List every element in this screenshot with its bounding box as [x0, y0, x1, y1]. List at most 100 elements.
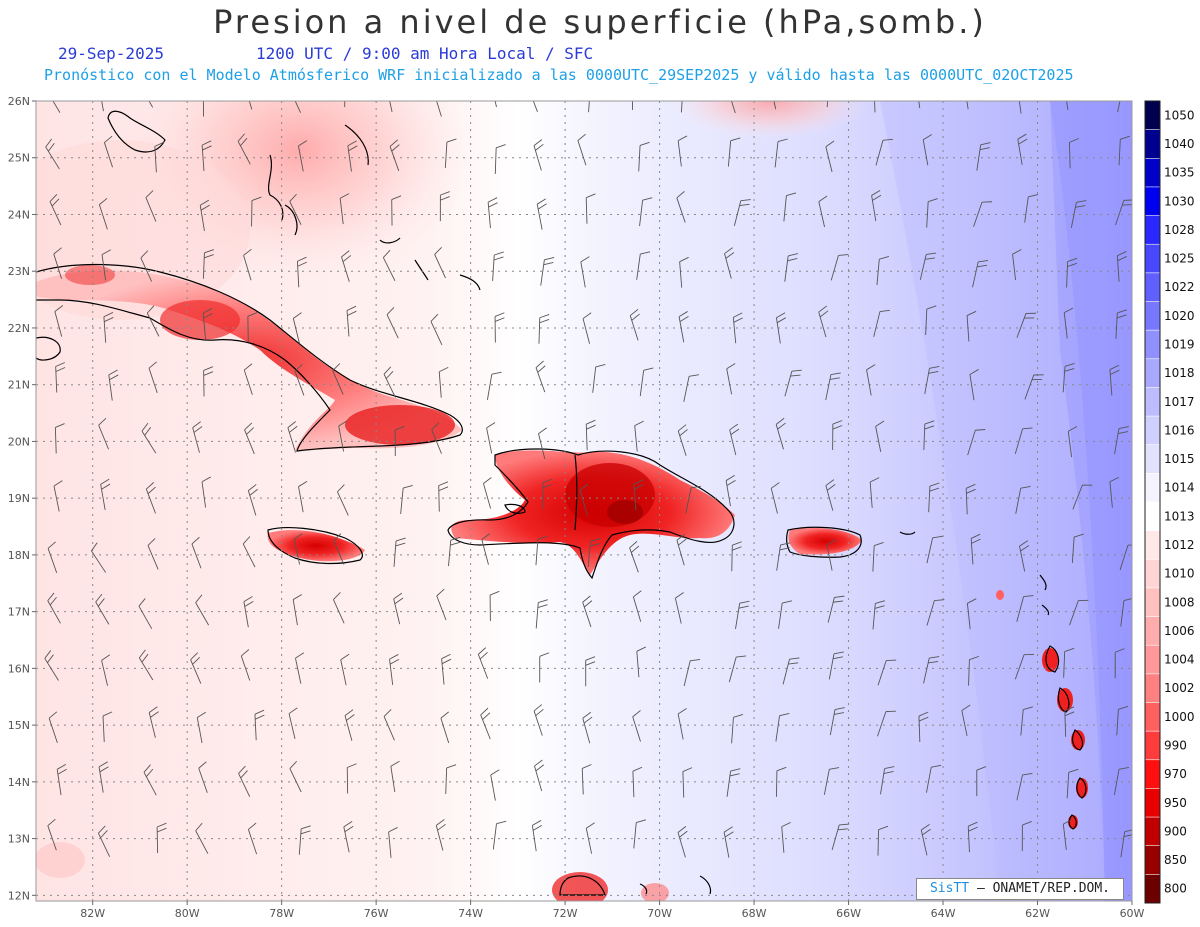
map-frame	[35, 100, 1133, 902]
wind-barb	[923, 657, 930, 684]
lon-tick-label: 60W	[1120, 907, 1145, 920]
wind-barb	[199, 205, 205, 231]
wind-barb	[830, 255, 839, 281]
wind-barb	[243, 601, 249, 628]
wind-barb	[880, 768, 886, 795]
colorbar-label: 1010	[1164, 567, 1195, 581]
wind-barb	[582, 318, 591, 344]
colorbar-label: 1002	[1164, 681, 1195, 695]
colorbar-label: 1015	[1164, 452, 1195, 466]
wind-barb	[47, 548, 58, 574]
wind-barb	[292, 318, 300, 344]
wind-barb	[577, 140, 587, 166]
colorbar-label: 1014	[1164, 481, 1195, 495]
wind-barb	[580, 261, 586, 288]
wind-barb	[775, 715, 780, 742]
wind-barb	[919, 254, 927, 280]
colorbar-label: 1006	[1164, 624, 1195, 638]
wind-barb	[588, 101, 590, 113]
wind-barb	[1064, 710, 1067, 737]
wind-barb	[1018, 101, 1022, 114]
wind-barb	[924, 368, 930, 394]
wind-barb	[192, 427, 200, 453]
wind-barb	[784, 371, 793, 397]
colorbar-swatch	[1145, 129, 1160, 159]
colorbar-label: 1019	[1164, 337, 1195, 351]
wind-barb	[1066, 772, 1070, 799]
wind-barb	[1109, 481, 1113, 508]
wind-barb	[201, 481, 207, 508]
wind-barb	[631, 101, 634, 110]
colorbar-swatch	[1145, 215, 1160, 245]
lat-tick-label: 15N	[8, 719, 30, 732]
colorbar-label: 1028	[1164, 223, 1195, 237]
wind-barb	[875, 426, 882, 452]
wind-barb	[296, 261, 300, 288]
wind-barb	[431, 429, 442, 454]
colorbar-swatch	[1145, 158, 1160, 188]
wind-barb	[341, 256, 350, 282]
credit-box: SisTT – ONAMET/REP.DOM.	[916, 878, 1124, 900]
wind-barb	[138, 605, 153, 630]
colorbar-label: 1012	[1164, 538, 1195, 552]
wind-barb	[346, 310, 350, 337]
wind-barb	[438, 371, 442, 398]
wind-barb	[823, 769, 830, 795]
lat-tick-label: 18N	[8, 549, 30, 562]
wind-barb	[733, 200, 742, 227]
wind-barb	[383, 373, 396, 398]
wind-barb	[723, 831, 730, 858]
wind-barb	[926, 201, 929, 228]
wind-barb	[928, 486, 931, 513]
wind-barb	[535, 539, 539, 566]
wind-barb	[297, 145, 304, 172]
wind-barb	[430, 321, 443, 346]
wind-barb	[344, 715, 353, 741]
wind-barb	[481, 539, 489, 565]
pressure-high-east	[1050, 101, 1132, 901]
wind-barb	[237, 141, 251, 165]
wind-barb	[677, 140, 682, 167]
wind-barb	[292, 599, 298, 626]
wind-barb	[344, 101, 346, 108]
wind-barb	[1118, 139, 1121, 166]
colorbar-label: 850	[1164, 853, 1187, 867]
wind-barb	[1069, 142, 1071, 169]
lon-tick-label: 62W	[1025, 907, 1050, 920]
wind-barb	[298, 828, 302, 855]
wind-barb	[332, 370, 344, 395]
wind-barb	[874, 101, 876, 113]
wind-barb	[97, 833, 111, 857]
wind-barb	[585, 828, 593, 854]
wind-barb	[138, 657, 154, 681]
wind-barb	[1067, 431, 1073, 458]
wind-barb	[44, 658, 59, 681]
wind-barb	[676, 197, 686, 223]
colorbar-label: 1025	[1164, 252, 1195, 266]
wind-barb	[726, 368, 733, 395]
wind-barb	[818, 201, 825, 228]
wind-barb	[1014, 428, 1023, 454]
wind-barb	[1024, 196, 1029, 223]
wind-barb	[389, 146, 400, 172]
time-info: 1200 UTC / 9:00 am Hora Local / SFC	[256, 44, 594, 63]
wind-barb	[533, 145, 542, 171]
lat-tick-label: 12N	[8, 889, 30, 902]
wind-barb	[773, 101, 777, 110]
wind-barb	[108, 374, 113, 401]
wind-barb	[103, 142, 113, 168]
colorbar-swatch	[1145, 186, 1160, 217]
wind-barb	[1017, 139, 1023, 165]
wind-barb	[1012, 254, 1017, 281]
wind-barb	[145, 197, 157, 222]
wind-barb	[140, 257, 153, 282]
colorbar-label: 1022	[1164, 280, 1195, 294]
wind-barb	[965, 488, 968, 515]
wind-barb	[872, 545, 875, 572]
wind-barb	[825, 374, 832, 401]
wind-barb	[393, 598, 401, 625]
lon-tick-label: 68W	[742, 907, 767, 920]
wind-barb	[486, 427, 493, 454]
wind-barb	[389, 659, 394, 686]
wind-barb	[639, 370, 645, 397]
